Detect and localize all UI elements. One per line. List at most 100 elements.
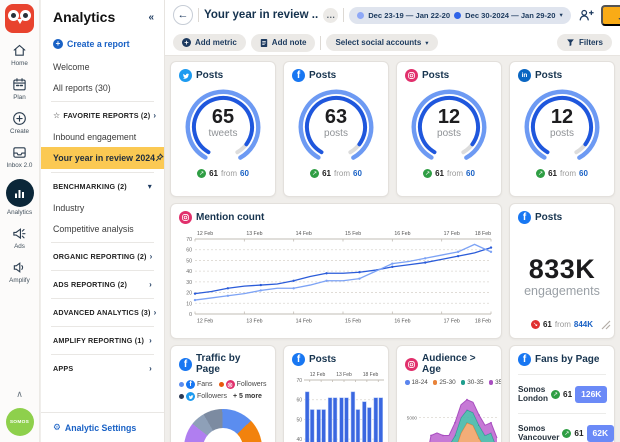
- card-title: Posts: [196, 70, 224, 81]
- amplify-reporting-header[interactable]: AMPLIFY REPORTING (1) ›: [41, 330, 164, 351]
- date-range-picker[interactable]: Dec 23-19 — Jan 22-20 Dec 30-2024 — Jan …: [349, 6, 571, 24]
- report-toolbar: + Add metric Add note Select social acco…: [165, 30, 620, 56]
- plus-circle-icon: [13, 112, 26, 125]
- audience-age-chart: 2000300040005000: [405, 388, 498, 442]
- legend-label: Fans: [197, 381, 213, 388]
- svg-text:13 Feb: 13 Feb: [246, 231, 262, 237]
- posts-gauge-card-instagram[interactable]: Posts 12 posts ↗ 61 from: [396, 61, 502, 197]
- benchmarking-section-header[interactable]: BENCHMARKING (2) ▾: [41, 176, 164, 197]
- rail-item-plan[interactable]: Plan: [12, 77, 27, 101]
- rail-label: Analytics: [6, 209, 33, 216]
- delta-base[interactable]: 60: [579, 169, 588, 178]
- svg-text:18 Feb: 18 Feb: [363, 372, 379, 378]
- fans-row[interactable]: Somos London ↗ 61 126K: [518, 374, 608, 413]
- svg-text:16 Feb: 16 Feb: [394, 231, 410, 237]
- apps-header[interactable]: APPS ›: [41, 358, 164, 379]
- create-report-link[interactable]: + Create a report: [41, 32, 164, 56]
- engagements-card[interactable]: f Posts 833K engagements ↘ 61 from 844K: [509, 203, 615, 339]
- advanced-analytics-header[interactable]: ADVANCED ANALYTICS (3) ›: [41, 302, 164, 323]
- audience-age-card[interactable]: Audience > Age 18-24 25-30 30-35 35-40 2…: [396, 345, 502, 442]
- legend-more-label[interactable]: + 5 more: [232, 393, 262, 400]
- divider: [51, 270, 154, 271]
- rail-item-analytics[interactable]: Analytics: [5, 179, 34, 216]
- amplify-header-label: AMPLIFY REPORTING (1): [53, 336, 145, 345]
- rail-item-home[interactable]: Home: [11, 43, 28, 67]
- favorites-section-header[interactable]: ☆ FAVORITE REPORTS (2) ›: [41, 105, 164, 126]
- rail-item-amplify[interactable]: Amplify: [9, 260, 30, 284]
- delta-base[interactable]: 844K: [573, 320, 594, 329]
- trend-down-icon: ↘: [530, 320, 540, 329]
- sidebar-item-industry[interactable]: Industry: [53, 202, 85, 213]
- date-range-1: Dec 23-19 — Jan 22-20: [368, 10, 451, 20]
- divider: [51, 354, 154, 355]
- filters-button[interactable]: Filters: [556, 34, 612, 51]
- legend-dot: [179, 382, 184, 387]
- pin-icon[interactable]: [155, 152, 164, 164]
- sidebar-item-competitive-analysis[interactable]: Competitive analysis: [53, 223, 134, 234]
- gauge-text: 65 tweets: [179, 107, 267, 139]
- mention-count-chart: 0 10 20 30 40 50 60 70 12 Feb 12 Feb 13 Feb 13 Feb 1…: [179, 226, 493, 331]
- svg-text:12 Feb: 12 Feb: [197, 319, 213, 325]
- posts-gauge-card-facebook[interactable]: f Posts 63 posts ↗ 61: [283, 61, 389, 197]
- facebook-icon: f: [518, 353, 531, 366]
- sidebar-item-year-in-review[interactable]: Your year in review 2024: [41, 147, 164, 169]
- owl-eye: [20, 10, 31, 21]
- mention-count-card[interactable]: Mention count 0 10 20 30 40 50 60 70 12 Feb 12 Fe…: [170, 203, 502, 339]
- gauge-arc: [298, 89, 374, 165]
- sidebar-item-inbound-engagement[interactable]: Inbound engagement: [53, 131, 137, 142]
- home-icon: [13, 44, 26, 56]
- add-metric-button[interactable]: + Add metric: [173, 34, 246, 51]
- gauge-value: 12: [550, 106, 574, 128]
- comparison-badge: ↘ 61 from 844K: [518, 320, 606, 329]
- add-note-button[interactable]: Add note: [250, 33, 316, 52]
- rail-label: Ads: [14, 243, 25, 250]
- hootsuite-logo[interactable]: [5, 4, 34, 33]
- sidebar-item-all-reports[interactable]: All reports (30): [53, 82, 111, 93]
- delta-from-label: from: [554, 320, 571, 329]
- collapse-sidebar-icon[interactable]: «: [148, 11, 154, 23]
- fans-by-page-card[interactable]: f Fans by Page Somos London ↗ 61 126K So…: [509, 345, 615, 442]
- gauge-arc: [524, 89, 600, 165]
- select-social-accounts-button[interactable]: Select social accounts ▾: [326, 34, 438, 51]
- export-button[interactable]: Export ▾: [600, 4, 620, 26]
- delta-base[interactable]: 60: [466, 169, 475, 178]
- bar-chart-icon: [15, 189, 24, 198]
- resize-handle[interactable]: [601, 317, 611, 335]
- delta-value: 61: [209, 169, 218, 178]
- rail-item-ads[interactable]: Ads: [12, 226, 27, 250]
- sidebar-item-welcome[interactable]: Welcome: [53, 61, 90, 72]
- comparison-badge: ↗ 61 from 60: [405, 169, 493, 178]
- svg-text:17 Feb: 17 Feb: [444, 231, 460, 237]
- gauge-unit: posts: [437, 128, 461, 139]
- rail-item-inbox[interactable]: Inbox 2.0: [7, 145, 32, 169]
- gauge-arc: [411, 89, 487, 165]
- person-add-icon: [579, 9, 594, 21]
- inbox-icon: [13, 147, 26, 158]
- filter-funnel-icon: [567, 39, 574, 47]
- legend-label: 30-35: [467, 379, 484, 386]
- chevron-down-icon: ▾: [147, 182, 152, 191]
- legend-dot: [488, 380, 494, 385]
- posts-gauge-card-twitter[interactable]: Posts 65 tweets ↗ 61 from: [170, 61, 276, 197]
- report-header: ← Your year in review .. … Dec 23-19 — J…: [165, 0, 620, 30]
- chevron-right-icon: ›: [149, 280, 152, 289]
- traffic-by-page-card[interactable]: f Traffic by Page f Fans Followers: [170, 345, 276, 442]
- delta-base[interactable]: 60: [240, 169, 249, 178]
- organic-reporting-header[interactable]: ORGANIC REPORTING (2) ›: [41, 246, 164, 267]
- delta-from-label: from: [447, 169, 463, 178]
- share-user-button[interactable]: [576, 6, 596, 24]
- posts-gauge-card-linkedin[interactable]: in Posts 12 posts ↗ 61: [509, 61, 615, 197]
- select-accounts-label: Select social accounts: [335, 38, 422, 47]
- create-report-label: Create a report: [67, 39, 130, 49]
- rail-item-create[interactable]: Create: [10, 111, 29, 135]
- delta-value: 61: [322, 169, 331, 178]
- collapse-up-icon[interactable]: ∧: [16, 389, 23, 399]
- ads-reporting-header[interactable]: ADS REPORTING (2) ›: [41, 274, 164, 295]
- more-options-button[interactable]: …: [323, 7, 339, 23]
- fans-row[interactable]: Somos Vancouver ↗ 61 62K: [518, 413, 614, 442]
- delta-base[interactable]: 60: [353, 169, 362, 178]
- back-button[interactable]: ←: [173, 5, 193, 25]
- analytic-settings-link[interactable]: ⚙ Analytic Settings: [41, 412, 164, 442]
- org-avatar[interactable]: SOMOS: [5, 408, 34, 436]
